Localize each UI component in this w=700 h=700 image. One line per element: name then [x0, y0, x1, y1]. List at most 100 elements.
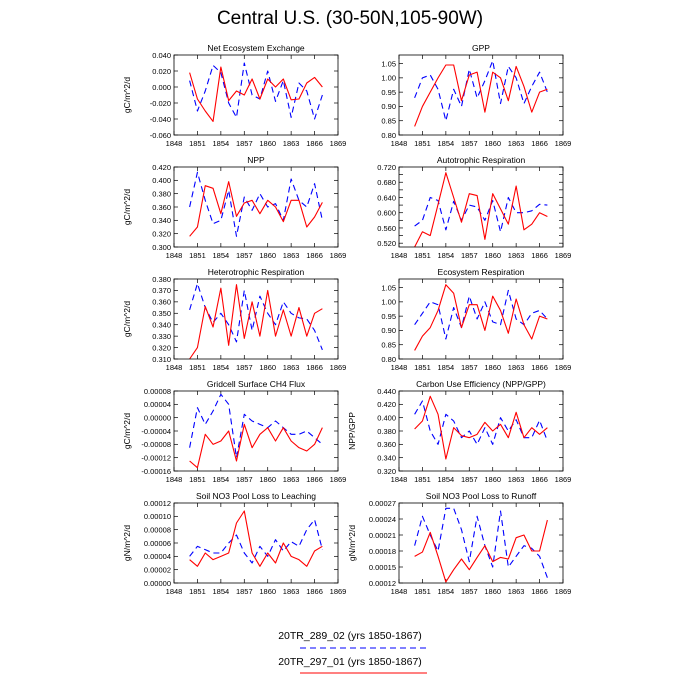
x-tick-label: 1869 — [330, 139, 347, 148]
y-axis-label: NPP/GPP — [347, 412, 357, 450]
x-tick-label: 1848 — [391, 587, 408, 596]
x-tick-label: 1851 — [414, 363, 431, 372]
x-tick-label: 1857 — [236, 587, 253, 596]
y-tick-label: 0.00021 — [369, 531, 396, 540]
y-tick-label: 0.00000 — [144, 579, 171, 588]
y-tick-label: 0.380 — [152, 189, 171, 198]
x-tick-label: 1869 — [555, 251, 572, 260]
x-tick-label: 1851 — [189, 587, 206, 596]
panel-7: Gridcell Surface CH4 Flux gC/m^2/d 0.00008… — [122, 379, 346, 484]
legend-entry-label-2: 20TR_297_01 (yrs 1850-1867) — [278, 656, 422, 668]
x-tick-label: 1857 — [236, 139, 253, 148]
y-tick-label: 0.00006 — [144, 539, 171, 548]
panel-title: Gridcell Surface CH4 Flux — [207, 379, 306, 389]
y-tick-label: 0.00008 — [144, 387, 171, 396]
x-tick-label: 1860 — [484, 139, 501, 148]
x-tick-label: 1863 — [508, 587, 525, 596]
x-tick-label: 1851 — [414, 475, 431, 484]
panel-title: Net Ecosystem Exchange — [207, 43, 305, 53]
y-tick-label: 0.020 — [152, 67, 171, 76]
x-tick-label: 1863 — [283, 475, 300, 484]
x-tick-label: 1869 — [330, 475, 347, 484]
y-tick-label: 0.680 — [377, 178, 396, 187]
series-line-red — [189, 181, 323, 237]
panel-10: Soil NO3 Pool Loss to Runoff gN/m^2/d 0.00… — [347, 491, 571, 596]
y-tick-label: 0.600 — [377, 209, 396, 218]
x-tick-label: 1848 — [166, 475, 183, 484]
y-tick-label: 1.00 — [381, 298, 396, 307]
y-tick-label: 0.00010 — [144, 512, 171, 521]
x-tick-label: 1860 — [259, 251, 276, 260]
panel-4: Autotrophic Respiration 0.720 0.680 0.640 0.… — [377, 155, 571, 260]
y-tick-label: 0.520 — [377, 239, 396, 248]
series-line-red — [414, 64, 548, 127]
y-tick-label: 0.00027 — [369, 499, 396, 508]
x-tick-label: 1866 — [531, 587, 548, 596]
y-tick-label: 0.310 — [152, 355, 171, 364]
x-tick-label: 1857 — [236, 363, 253, 372]
y-tick-label: 0.720 — [377, 163, 396, 172]
series-line-blue — [414, 60, 548, 122]
x-tick-label: 1848 — [391, 475, 408, 484]
panel-title: Heterotrophic Respiration — [208, 267, 305, 277]
y-axis-label: gN/m^2/d — [122, 525, 132, 561]
y-tick-label: 0.90 — [381, 102, 396, 111]
panel-9: Soil NO3 Pool Loss to Leaching gN/m^2/d 0.… — [122, 491, 346, 596]
y-tick-label: 0.370 — [152, 286, 171, 295]
x-tick-label: 1851 — [189, 139, 206, 148]
series-line-red — [189, 66, 323, 122]
y-tick-label: 0.640 — [377, 193, 396, 202]
y-tick-label: 0.440 — [377, 387, 396, 396]
y-tick-label: 0.00002 — [144, 565, 171, 574]
series-line-red — [189, 284, 323, 360]
x-tick-label: 1854 — [213, 475, 230, 484]
panel-6: Ecosystem Respiration 1.05 1.00 0.95 0.90 0.8… — [381, 267, 571, 372]
series-line-blue — [189, 393, 323, 459]
x-tick-label: 1854 — [213, 251, 230, 260]
y-tick-label: 0.300 — [152, 243, 171, 252]
y-axis-label: gC/m^2/d — [122, 301, 132, 337]
x-tick-label: 1869 — [555, 475, 572, 484]
series-line-blue — [414, 400, 548, 445]
plot-frame — [173, 502, 339, 584]
x-tick-label: 1851 — [414, 251, 431, 260]
plot-frame — [173, 390, 339, 472]
panel-title: Soil NO3 Pool Loss to Leaching — [196, 491, 316, 501]
x-tick-label: 1851 — [414, 587, 431, 596]
x-tick-label: 1854 — [438, 139, 455, 148]
y-tick-label: 0.85 — [381, 117, 396, 126]
x-tick-label: 1857 — [461, 251, 478, 260]
x-tick-label: 1848 — [391, 251, 408, 260]
x-tick-label: 1854 — [438, 251, 455, 260]
x-tick-label: 1869 — [330, 363, 347, 372]
y-tick-label: 0.360 — [152, 298, 171, 307]
x-tick-label: 1863 — [283, 139, 300, 148]
panel-title: Soil NO3 Pool Loss to Runoff — [426, 491, 537, 501]
series-line-red — [189, 510, 323, 567]
y-tick-label: 0.560 — [377, 224, 396, 233]
series-line-blue — [414, 507, 548, 578]
y-tick-label: 0.00015 — [369, 563, 396, 572]
x-tick-label: 1860 — [484, 251, 501, 260]
x-tick-label: 1854 — [213, 363, 230, 372]
x-tick-label: 1866 — [306, 475, 323, 484]
x-tick-label: 1866 — [531, 363, 548, 372]
plot-frame — [398, 54, 564, 136]
y-tick-label: 0.400 — [377, 413, 396, 422]
x-tick-label: 1848 — [391, 139, 408, 148]
x-tick-label: 1863 — [283, 587, 300, 596]
series-line-red — [414, 395, 548, 460]
x-tick-label: 1860 — [484, 587, 501, 596]
x-tick-label: 1863 — [283, 363, 300, 372]
plot-frame — [398, 278, 564, 360]
x-tick-label: 1848 — [166, 587, 183, 596]
x-tick-label: 1857 — [461, 139, 478, 148]
y-tick-label: 0.330 — [152, 332, 171, 341]
y-axis-label: gN/m^2/d — [347, 525, 357, 561]
y-tick-label: 0.95 — [381, 88, 396, 97]
x-tick-label: 1860 — [259, 363, 276, 372]
series-line-blue — [189, 62, 323, 120]
x-tick-label: 1854 — [438, 363, 455, 372]
